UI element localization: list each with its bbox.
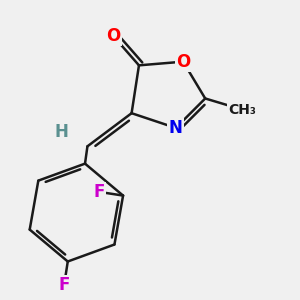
Text: O: O xyxy=(176,53,190,71)
Text: N: N xyxy=(169,119,183,137)
Text: O: O xyxy=(106,27,120,45)
Text: F: F xyxy=(94,183,105,201)
Text: CH₃: CH₃ xyxy=(228,103,256,116)
Text: F: F xyxy=(58,276,70,294)
Text: H: H xyxy=(55,123,69,141)
